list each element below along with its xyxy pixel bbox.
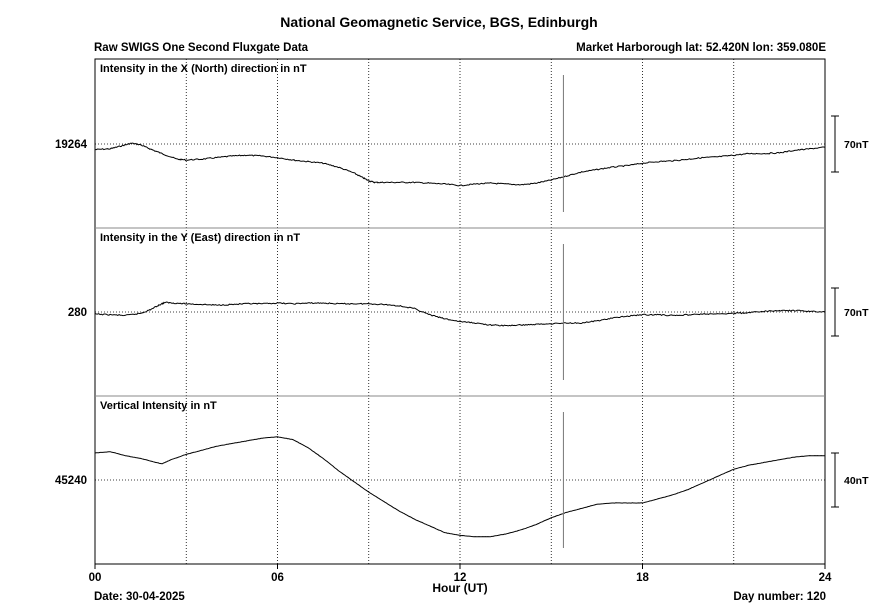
data-trace	[95, 142, 826, 187]
x-tick-label: 18	[636, 572, 649, 584]
reference-value-label: 19264	[55, 139, 88, 151]
data-trace	[94, 301, 826, 327]
scale-bar-label: 70nT	[844, 139, 869, 151]
reference-value-label: 280	[68, 307, 87, 319]
x-tick-label: 06	[271, 572, 284, 584]
x-tick-label: 12	[454, 572, 467, 584]
data-trace	[94, 436, 825, 538]
scale-bar-label: 70nT	[844, 307, 869, 319]
x-tick-label: 24	[819, 572, 832, 584]
data-source-label: Raw SWIGS One Second Fluxgate Data	[94, 42, 309, 54]
day-number-label: Day number: 120	[733, 591, 826, 603]
panel-label: Intensity in the Y (East) direction in n…	[100, 232, 300, 244]
station-location-label: Market Harborough lat: 52.420N lon: 359.…	[576, 42, 826, 54]
chart-title: National Geomagnetic Service, BGS, Edinb…	[280, 14, 598, 30]
date-label: Date: 30-04-2025	[94, 591, 185, 603]
panel-label: Vertical Intensity in nT	[100, 400, 217, 412]
x-tick-label: 00	[89, 572, 102, 584]
reference-value-label: 45240	[55, 475, 87, 487]
x-axis-label: Hour (UT)	[432, 581, 487, 595]
panel-label: Intensity in the X (North) direction in …	[100, 63, 307, 75]
scale-bar-label: 40nT	[844, 475, 869, 487]
